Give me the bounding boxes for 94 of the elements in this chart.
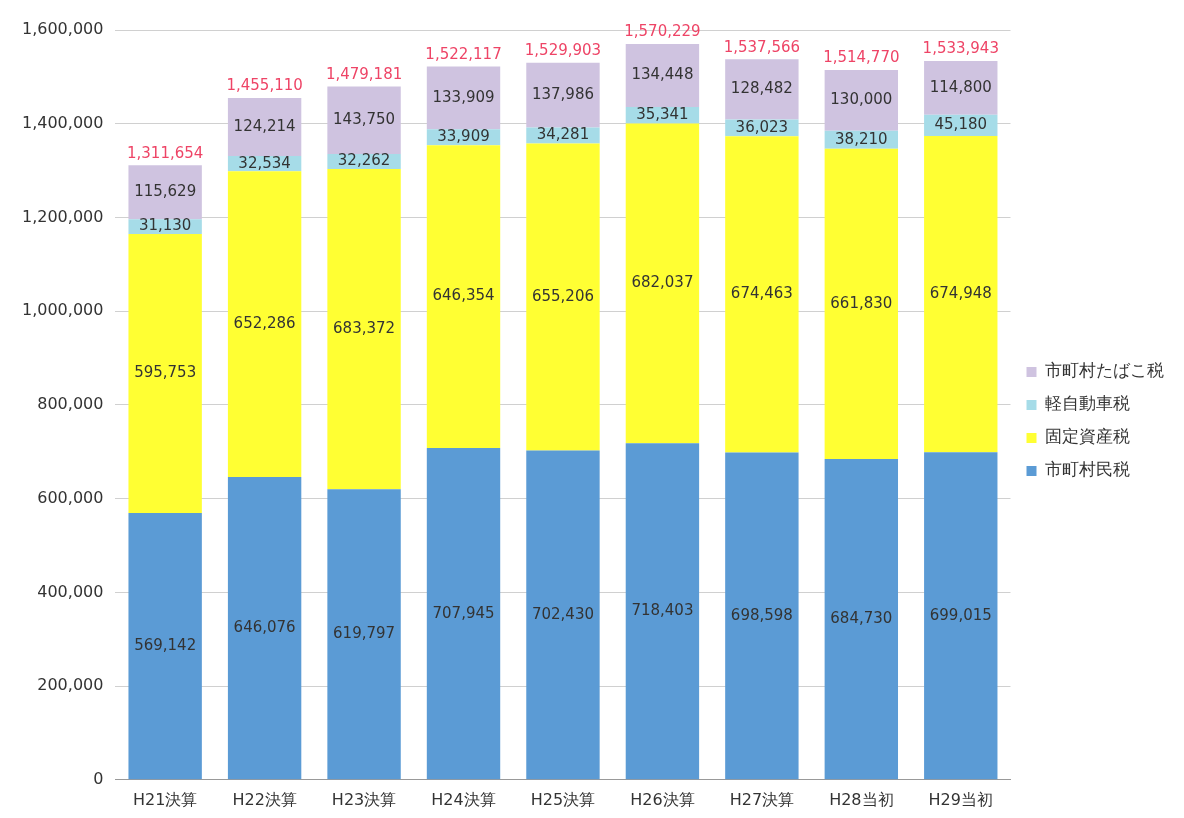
total-label: 1,533,943 <box>922 39 999 58</box>
data-label: 595,753 <box>134 363 197 382</box>
x-tick-label: H21決算 <box>132 789 198 809</box>
total-label: 1,479,181 <box>325 65 403 84</box>
data-label: 684,730 <box>830 609 893 627</box>
bar <box>526 143 600 451</box>
bar <box>128 165 202 220</box>
total-label: 1,455,110 <box>226 76 303 95</box>
total-label: 1,311,654 <box>126 143 204 162</box>
data-label: 114,800 <box>929 77 992 96</box>
bar <box>625 43 700 107</box>
data-label: 646,076 <box>233 618 296 637</box>
y-tick-label: 1,400,000 <box>21 112 104 132</box>
x-tick-label: H24決算 <box>431 789 496 809</box>
bar <box>526 62 600 128</box>
data-label: 115,629 <box>134 182 197 201</box>
bar <box>725 452 799 780</box>
data-label: 32,534 <box>238 153 291 172</box>
y-tick-label: 400,000 <box>37 581 104 601</box>
bar <box>128 513 202 780</box>
bar <box>824 148 899 459</box>
x-tick-label: H25決算 <box>530 789 596 809</box>
y-tick-label: 1,200,000 <box>21 206 104 226</box>
x-tick-label: H28当初 <box>829 789 894 809</box>
data-label: 674,463 <box>730 284 793 303</box>
bar <box>128 233 202 514</box>
bar <box>227 171 302 478</box>
bar <box>426 145 501 449</box>
y-tick-label: 1,600,000 <box>21 19 104 39</box>
data-label: 34,281 <box>536 125 590 144</box>
x-tick-label: H27決算 <box>729 789 795 809</box>
data-label: 130,000 <box>830 90 893 109</box>
data-label: 32,262 <box>337 151 391 170</box>
data-label: 646,354 <box>432 286 495 305</box>
y-tick-label: 800,000 <box>37 394 104 414</box>
data-label: 698,598 <box>730 605 793 624</box>
data-label: 661,830 <box>830 293 893 312</box>
bar <box>526 450 600 780</box>
data-label: 674,948 <box>929 283 992 302</box>
legend-label: 市町村たばこ税 <box>1045 360 1164 381</box>
data-label: 699,015 <box>929 605 992 624</box>
data-label: 35,341 <box>636 105 689 124</box>
total-label: 1,522,117 <box>425 44 502 63</box>
data-label: 619,797 <box>333 624 396 643</box>
x-tick-label: H29当初 <box>928 789 993 809</box>
data-label: 652,286 <box>233 314 296 333</box>
data-label: 718,403 <box>631 601 694 620</box>
legend-label: 市町村民税 <box>1045 459 1130 480</box>
bar <box>725 59 799 120</box>
bar <box>327 86 401 154</box>
data-label: 45,180 <box>934 115 988 134</box>
data-label: 31,130 <box>138 216 192 235</box>
data-label: 38,210 <box>835 129 888 148</box>
bar <box>824 69 899 131</box>
legend-label: 固定資産税 <box>1045 426 1130 447</box>
bar <box>824 458 899 780</box>
data-label: 702,430 <box>531 604 594 623</box>
data-label: 128,482 <box>730 79 793 98</box>
data-label: 133,909 <box>432 87 495 106</box>
data-label: 707,945 <box>432 603 495 622</box>
total-label: 1,514,770 <box>823 48 900 67</box>
bar <box>426 448 501 780</box>
data-label: 683,372 <box>333 319 396 338</box>
bar <box>924 452 998 780</box>
bar <box>625 443 700 780</box>
bar <box>227 97 302 157</box>
data-label: 124,214 <box>233 116 296 135</box>
bar <box>625 123 700 444</box>
legend-label: 軽自動車税 <box>1045 393 1130 414</box>
bar <box>924 135 998 453</box>
x-tick-label: H26決算 <box>630 789 695 809</box>
data-label: 682,037 <box>631 273 694 292</box>
data-label: 36,023 <box>735 117 789 136</box>
total-label: 1,537,566 <box>723 37 801 56</box>
y-tick-label: 0 <box>93 768 104 788</box>
y-tick-label: 600,000 <box>37 487 104 507</box>
bar <box>426 66 501 130</box>
x-tick-label: H22決算 <box>232 789 297 809</box>
data-label: 33,909 <box>437 127 490 146</box>
bar <box>725 136 799 453</box>
bar <box>924 60 998 115</box>
bar <box>327 489 401 780</box>
data-label: 143,750 <box>333 110 396 129</box>
data-label: 134,448 <box>631 65 694 84</box>
data-label: 137,986 <box>531 85 594 104</box>
data-label: 569,142 <box>134 636 197 655</box>
total-label: 1,570,229 <box>624 22 701 41</box>
bar <box>227 477 302 780</box>
data-label: 655,206 <box>531 286 594 305</box>
total-label: 1,529,903 <box>524 41 602 60</box>
bar <box>327 169 401 490</box>
x-tick-label: H23決算 <box>331 789 397 809</box>
y-tick-label: 200,000 <box>37 675 104 695</box>
y-tick-label: 1,000,000 <box>21 300 104 320</box>
